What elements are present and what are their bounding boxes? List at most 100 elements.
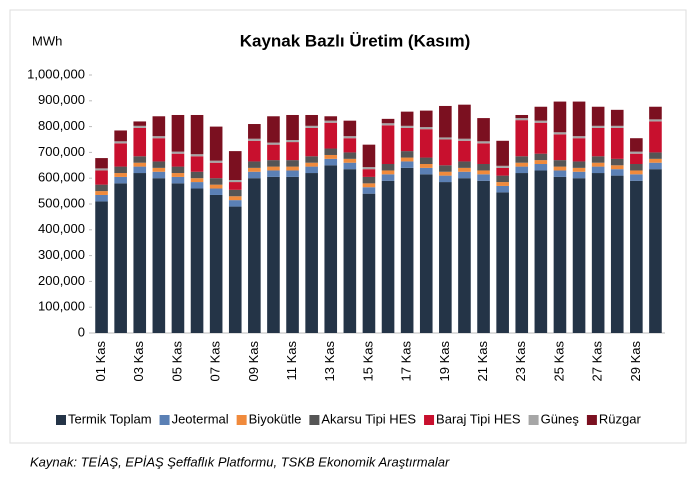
- x-tick-label: 09 Kas: [246, 341, 261, 382]
- bar-segment: [649, 152, 662, 159]
- bar-segment: [381, 170, 395, 175]
- bar-segment: [630, 174, 643, 181]
- bar-segment: [152, 138, 166, 162]
- bar-segment: [534, 106, 548, 121]
- bar-segment: [190, 188, 204, 333]
- bar-segment: [286, 166, 299, 171]
- bar-segment: [133, 173, 147, 333]
- bar-segment: [534, 164, 548, 171]
- bar-segment: [343, 169, 357, 333]
- bar-segment: [381, 123, 395, 126]
- bar-segment: [534, 153, 548, 161]
- bar-segment: [171, 173, 185, 177]
- bar-segment: [305, 166, 318, 174]
- bar-segment: [496, 175, 509, 183]
- bar-segment: [133, 166, 147, 174]
- y-tick-label: 200,000: [38, 273, 85, 288]
- bar-segment: [515, 156, 529, 163]
- bar-segment: [381, 118, 395, 124]
- legend-label: Akarsu Tipi HES: [321, 411, 416, 426]
- bar-segment: [228, 189, 242, 197]
- bar-segment: [419, 174, 433, 333]
- bar-segment: [553, 176, 567, 333]
- bar-segment: [649, 119, 662, 122]
- bar-segment: [610, 165, 624, 170]
- bar-segment: [496, 182, 509, 186]
- bar-segment: [209, 194, 223, 333]
- bar-segment: [400, 161, 414, 168]
- bar-segment: [400, 111, 414, 126]
- y-tick-label: 100,000: [38, 299, 85, 314]
- y-tick-label: 900,000: [38, 92, 85, 107]
- bar-segment: [400, 127, 414, 152]
- bar-segment: [362, 193, 376, 333]
- bar-segment: [381, 180, 395, 333]
- bar-segment: [591, 125, 605, 128]
- bar-segment: [95, 194, 108, 202]
- bar-segment: [591, 127, 605, 157]
- chart-title: Kaynak Bazlı Üretim (Kasım): [240, 31, 471, 50]
- bar-segment: [305, 162, 318, 167]
- bar-segment: [381, 125, 395, 165]
- bar-segment: [248, 161, 261, 168]
- y-tick-label: 1,000,000: [27, 66, 85, 81]
- x-tick-label: 11 Kas: [284, 341, 299, 381]
- x-tick-label: 03 Kas: [131, 341, 146, 382]
- bar-segment: [209, 162, 223, 179]
- bar-segment: [553, 101, 567, 133]
- bar-segment: [572, 178, 586, 333]
- bar-segment: [439, 105, 452, 138]
- bar-segment: [572, 136, 586, 139]
- bar-segment: [95, 191, 108, 195]
- bar-segment: [458, 161, 471, 168]
- bar-segment: [572, 171, 586, 179]
- bar-segment: [343, 120, 357, 137]
- bar-segment: [152, 116, 166, 137]
- bar-segment: [133, 127, 147, 157]
- bar-segment: [534, 160, 548, 165]
- bar-segment: [286, 176, 299, 333]
- bar-segment: [114, 141, 127, 144]
- bar-segment: [114, 130, 127, 142]
- legend-swatch: [424, 415, 435, 425]
- bar-segment: [381, 164, 395, 171]
- bar-segment: [171, 153, 185, 167]
- bar-segment: [591, 166, 605, 174]
- bar-segment: [324, 120, 338, 123]
- bar-segment: [477, 118, 490, 142]
- bar-segment: [228, 180, 242, 183]
- bar-segment: [133, 162, 147, 167]
- bar-segment: [515, 166, 529, 174]
- bar-segment: [324, 154, 338, 159]
- bar-segment: [305, 114, 318, 126]
- x-tick-label: 13 Kas: [322, 341, 337, 382]
- bar-segment: [267, 144, 280, 161]
- bar-segment: [477, 174, 490, 181]
- bar-segment: [324, 116, 338, 121]
- bar-segment: [209, 184, 223, 189]
- bar-segment: [572, 167, 586, 172]
- bar-segment: [228, 196, 242, 201]
- bar-segment: [305, 173, 318, 333]
- bar-segment: [152, 178, 166, 333]
- bar-segment: [152, 136, 166, 139]
- bar-segment: [572, 161, 586, 168]
- bar-segment: [439, 171, 452, 176]
- bar-segment: [630, 180, 643, 333]
- bar-segment: [228, 182, 242, 190]
- y-tick-label: 800,000: [38, 118, 85, 133]
- y-tick-label: 600,000: [38, 170, 85, 185]
- legend-label: Rüzgar: [599, 411, 642, 426]
- bar-segment: [610, 125, 624, 128]
- bar-segment: [305, 127, 318, 157]
- bar-segment: [114, 166, 127, 174]
- bar-segment: [496, 140, 509, 166]
- bar-segment: [286, 140, 299, 143]
- bar-segment: [610, 127, 624, 159]
- bar-segment: [553, 134, 567, 161]
- legend-swatch: [528, 415, 539, 425]
- bar-segment: [458, 140, 471, 162]
- bar-segment: [400, 151, 414, 158]
- bar-segment: [496, 192, 509, 333]
- bar-segment: [114, 173, 127, 177]
